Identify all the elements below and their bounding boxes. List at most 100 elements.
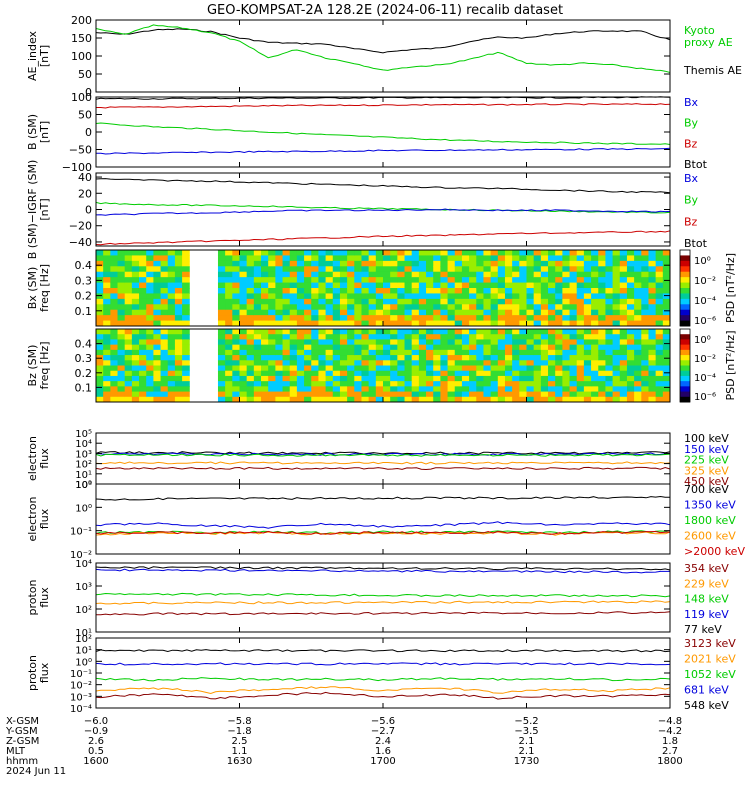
heatmap-cell (461, 293, 470, 300)
heatmap-cell (282, 391, 291, 398)
heatmap-cell (426, 349, 434, 356)
heatmap-cell (339, 344, 348, 351)
heatmap-cell (605, 339, 614, 346)
heatmap-cell (332, 391, 341, 398)
heatmap-cell (626, 365, 635, 372)
heatmap-cell (174, 391, 183, 398)
heatmap-cell (182, 344, 190, 351)
heatmap-cell (426, 255, 434, 262)
legend-entry: 150 keV (684, 443, 729, 456)
colorbar-segment (680, 381, 690, 387)
heatmap-cell (512, 349, 520, 356)
heatmap-cell (311, 250, 319, 256)
heatmap-cell (282, 360, 291, 366)
heatmap-cell (239, 396, 248, 403)
heatmap-cell (655, 329, 664, 335)
heatmap-cell (354, 282, 362, 289)
heatmap-cell (433, 391, 441, 398)
heatmap-cell (232, 315, 240, 322)
heatmap-cell (512, 396, 520, 403)
heatmap-cell (304, 315, 312, 322)
panel-frame (95, 19, 671, 93)
heatmap-cell (497, 288, 506, 294)
heatmap-cell (598, 288, 606, 294)
heatmap-cell (540, 344, 549, 351)
heatmap-cell (153, 320, 162, 327)
heatmap-cell (117, 293, 126, 300)
heatmap-cell (139, 391, 147, 398)
heatmap-cell (239, 349, 248, 356)
heatmap-cell (569, 282, 578, 289)
heatmap-cell (339, 329, 348, 335)
heatmap-cell (662, 260, 671, 267)
heatmap-cell (540, 260, 549, 267)
y-tick-label: −100 (62, 161, 92, 174)
heatmap-cell (540, 396, 549, 403)
heatmap-cell (497, 271, 506, 278)
colorbar-label: PSD [nT²/Hz] (724, 253, 737, 323)
heatmap-cell (368, 277, 377, 284)
heatmap-cell (289, 344, 298, 351)
heatmap-cell (569, 304, 578, 311)
heatmap-cell (504, 344, 513, 351)
heatmap-cell (440, 349, 449, 356)
heatmap-cell (526, 315, 535, 322)
heatmap-cell (110, 355, 119, 361)
heatmap-cell (548, 386, 556, 393)
heatmap-cell (418, 355, 427, 361)
heatmap-cell (390, 266, 398, 273)
heatmap-cell (533, 315, 542, 322)
heatmap-cell (368, 271, 377, 278)
heatmap-cell (124, 255, 133, 262)
heatmap-cell (167, 260, 176, 267)
heatmap-cell (540, 381, 549, 387)
heatmap-cell (626, 370, 635, 377)
heatmap-cell (605, 344, 614, 351)
heatmap-cell (246, 282, 255, 289)
heatmap-cell (167, 315, 176, 322)
heatmap-cell (447, 309, 456, 316)
series-line-119-kev (95, 568, 670, 574)
heatmap-cell (268, 266, 276, 273)
heatmap-cell (418, 344, 427, 351)
series-line-btot (95, 178, 671, 194)
heatmap-cell (339, 304, 348, 311)
heatmap-cell (375, 381, 384, 387)
heatmap-cell (268, 344, 276, 351)
heatmap-cell (368, 391, 377, 398)
heatmap-cell (476, 320, 484, 327)
heatmap-cell (383, 277, 391, 284)
heatmap-cell (519, 339, 527, 346)
heatmap-cell (648, 293, 657, 300)
heatmap-cell (311, 277, 319, 284)
heatmap-cell (418, 260, 427, 267)
heatmap-cell (311, 375, 319, 382)
heatmap-cell (139, 260, 147, 267)
heatmap-cell (612, 271, 621, 278)
heatmap-cell (153, 391, 162, 398)
heatmap-cell (275, 260, 284, 267)
heatmap-cell (368, 349, 377, 356)
heatmap-cell (275, 266, 284, 273)
heatmap-cell (390, 381, 398, 387)
heatmap-cell (390, 344, 398, 351)
heatmap-cell (268, 260, 276, 267)
heatmap-cell (619, 344, 628, 351)
heatmap-cell (662, 391, 671, 398)
heatmap-cell (576, 260, 585, 267)
heatmap-cell (253, 288, 262, 294)
colorbar-segment (680, 288, 690, 294)
heatmap-cell (569, 320, 578, 327)
heatmap-cell (476, 260, 484, 267)
heatmap-cell (282, 250, 291, 256)
heatmap-cell (540, 250, 549, 256)
heatmap-cell (124, 260, 133, 267)
heatmap-cell (555, 344, 563, 351)
heatmap-cell (648, 355, 657, 361)
heatmap-cell (569, 344, 578, 351)
y-tick-label: 10⁰ (75, 503, 92, 514)
heatmap-cell (519, 309, 527, 316)
heatmap-cell (347, 381, 355, 387)
panel-frame (95, 637, 671, 709)
x-axis-value: −0.9 (84, 726, 108, 737)
